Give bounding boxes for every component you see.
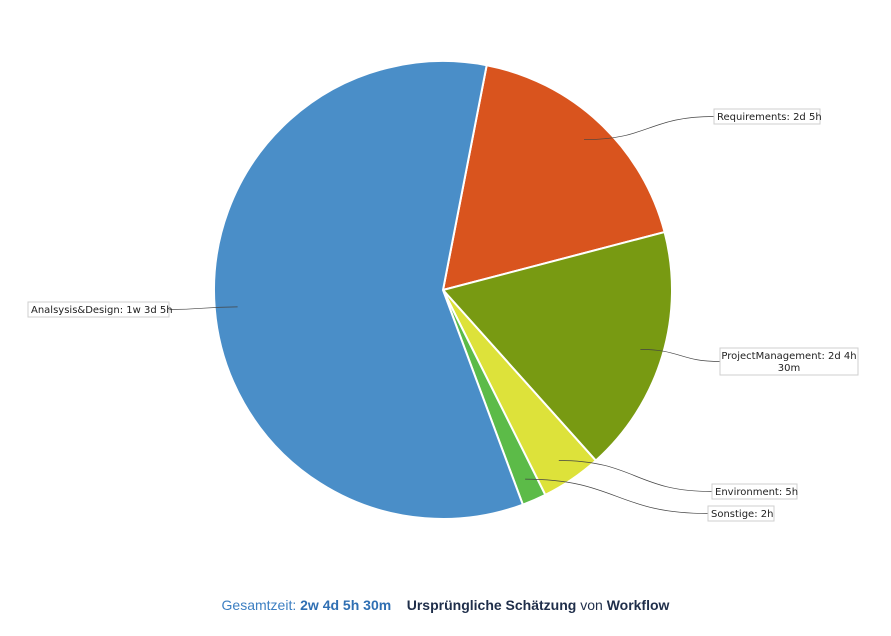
workflow-link[interactable]: Workflow xyxy=(606,597,670,613)
total-label: Gesamtzeit: xyxy=(221,597,297,613)
label-box-project-management xyxy=(719,347,859,376)
chart-footer: Gesamtzeit: 2w 4d 5h 30m Ursprüngliche S… xyxy=(0,597,891,613)
leader-line-project-management xyxy=(640,349,721,362)
label-box-requirements xyxy=(713,108,821,125)
slice-label-environment: Environment: 5h xyxy=(715,487,798,498)
label-box-environment xyxy=(711,483,798,500)
slice-label-analysis-design: Analsysis&Design: 1w 3d 5h xyxy=(31,305,173,316)
pie-slice-requirements[interactable] xyxy=(441,64,666,292)
pie-chart: Requirements: 2d 5h ProjectManagement: 2d… xyxy=(27,60,859,522)
leader-line-sonstige xyxy=(525,478,709,514)
total-value: 2w 4d 5h 30m xyxy=(300,597,392,613)
leader-line-environment xyxy=(558,460,713,492)
pie-slice-project-management[interactable] xyxy=(441,230,673,462)
von-text: von xyxy=(580,597,603,613)
slice-label-project-management: ProjectManagement: 2d 4h 30m xyxy=(721,351,856,374)
estimate-label: Ursprüngliche Schätzung xyxy=(406,597,577,613)
pie-slices xyxy=(213,60,673,520)
label-box-analysis-design xyxy=(27,301,170,318)
label-box-sonstige xyxy=(707,505,775,522)
pie-slice-analysis-design[interactable] xyxy=(213,60,525,520)
leader-line-requirements xyxy=(583,116,715,141)
slice-label-requirements: Requirements: 2d 5h xyxy=(717,112,822,123)
slice-label-sonstige: Sonstige: 2h xyxy=(711,509,773,520)
leader-line-analysis-design xyxy=(168,306,238,310)
pie-labels: Requirements: 2d 5h ProjectManagement: 2d… xyxy=(27,108,859,522)
